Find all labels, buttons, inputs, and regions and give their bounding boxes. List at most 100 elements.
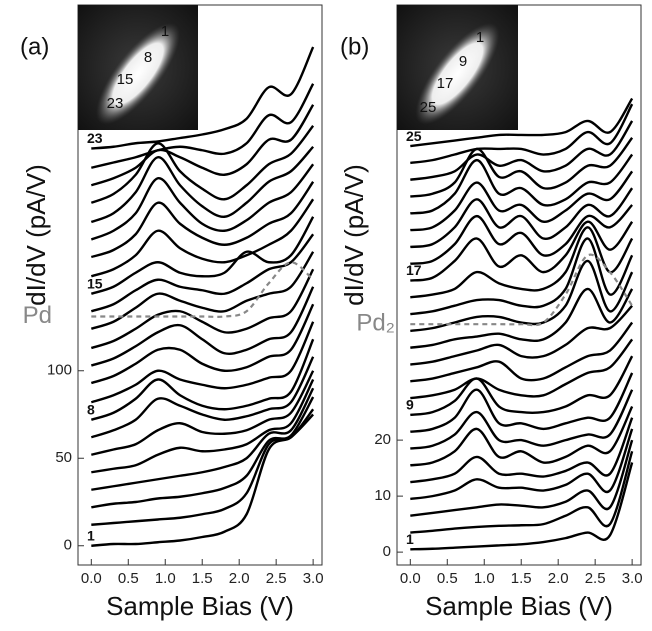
- spectrum-curve: [410, 428, 634, 501]
- x-tick-label: 1.5: [511, 570, 532, 587]
- x-tick-label: 0.5: [118, 570, 139, 587]
- spectrum-curve: [410, 187, 634, 249]
- curve-label: 8: [87, 401, 95, 417]
- spectrum-curve: [90, 104, 315, 187]
- inset-rod: [415, 23, 500, 125]
- x-tick-label: 1.5: [192, 570, 213, 587]
- x-tick-label: 2.5: [585, 570, 606, 587]
- spectrum-curve: [410, 170, 634, 232]
- reference-curve: [91, 261, 314, 318]
- spectrum-curve: [90, 145, 315, 224]
- spectrum-curve: [410, 338, 634, 400]
- inset-label: 23: [107, 95, 124, 112]
- reference-label: Pd₂: [356, 310, 395, 337]
- y-tick-label: 0: [383, 543, 391, 560]
- panel-label: (b): [340, 33, 369, 60]
- plot-frame: [77, 4, 323, 566]
- x-axis-title: Sample Bias (V): [106, 591, 294, 621]
- x-axis-title: Sample Bias (V): [425, 591, 613, 621]
- spectrum-curve: [90, 303, 315, 385]
- y-tick-label: 20: [374, 431, 391, 448]
- spectrum-curve: [410, 103, 634, 165]
- spectrum-curve: [90, 163, 315, 241]
- x-tick-label: 2.0: [548, 570, 569, 587]
- spectrum-curve: [410, 153, 634, 215]
- spectrum-curve: [91, 413, 314, 547]
- spectrum-curve: [410, 417, 634, 484]
- panel-label: (a): [20, 33, 49, 60]
- spectrum-curve: [410, 120, 634, 181]
- spectrum-curve: [410, 220, 634, 282]
- spectrum-curve: [91, 378, 315, 474]
- spectrum-curve: [410, 355, 634, 417]
- spectrum-curve: [91, 396, 315, 509]
- x-tick-label: 2.5: [266, 570, 287, 587]
- y-axis-title: dI/dV (pA/V): [339, 164, 369, 306]
- spectrum-curve: [90, 268, 315, 350]
- spectrum-curve: [410, 237, 634, 316]
- curve-label: 9: [406, 397, 414, 413]
- x-tick-label: 0.0: [400, 570, 421, 587]
- spectrum-curve: [90, 233, 315, 313]
- spectrum-curve: [90, 181, 315, 259]
- inset-label: 1: [476, 29, 484, 46]
- reference-curve: [410, 253, 634, 327]
- spectrum-curve: [410, 462, 634, 551]
- spectrum-curve: [91, 387, 315, 491]
- y-axis-title: dI/dV (pA/V): [21, 164, 51, 306]
- inset-label: 9: [459, 53, 467, 70]
- spectrum-curve: [91, 408, 315, 526]
- spectrum-curve: [90, 216, 315, 295]
- curve-label: 25: [406, 128, 422, 144]
- spectrum-curve: [90, 198, 315, 278]
- spectrum-curve: [410, 321, 634, 383]
- spectrum-curve: [410, 405, 634, 467]
- spectrum-curve: [91, 83, 315, 169]
- spectrum-curve: [91, 370, 315, 456]
- curve-label: 1: [406, 531, 414, 547]
- y-tick-label: 50: [55, 449, 72, 466]
- inset-label: 25: [420, 99, 437, 116]
- spectrum-curve: [410, 204, 634, 265]
- x-tick-label: 3.0: [622, 570, 643, 587]
- plot-frame: [396, 4, 642, 566]
- y-tick-label: 10: [374, 487, 391, 504]
- spectrum-curve: [410, 226, 634, 299]
- curve-label: 23: [87, 130, 103, 146]
- inset-label: 1: [161, 23, 169, 40]
- x-tick-label: 2.0: [229, 570, 250, 587]
- spectrum-curve: [410, 389, 634, 450]
- stm-inset: 18 15 23: [78, 5, 198, 130]
- spectrum-curve: [410, 304, 634, 366]
- spectrum-curve: [90, 338, 315, 421]
- reference-label: Pd: [23, 302, 52, 329]
- spectrum-curve: [90, 321, 315, 404]
- curve-label: 15: [87, 275, 103, 291]
- spectrum-curve: [410, 439, 634, 517]
- spectrum-curve: [410, 136, 634, 198]
- y-tick-label: 100: [47, 362, 72, 379]
- y-tick-label: 0: [64, 537, 72, 554]
- spectrum-curve: [410, 97, 634, 148]
- spectrum-curve: [90, 286, 315, 367]
- x-tick-label: 3.0: [303, 570, 324, 587]
- inset-label: 15: [117, 71, 134, 88]
- x-tick-label: 1.0: [155, 570, 176, 587]
- spectrum-curve: [410, 450, 634, 534]
- x-tick-label: 1.0: [474, 570, 495, 587]
- x-tick-label: 0.0: [81, 570, 102, 587]
- x-tick-label: 0.5: [437, 570, 458, 587]
- curve-label: 1: [87, 527, 95, 543]
- spectrum-curve: [90, 251, 315, 330]
- spectrum-curve: [410, 372, 634, 433]
- curve-label: 17: [406, 262, 422, 278]
- inset-label: 8: [144, 49, 152, 66]
- spectrum-curve: [410, 287, 634, 349]
- inset-label: 17: [437, 75, 454, 92]
- inset-rod: [96, 23, 180, 125]
- spectrum-curve: [90, 125, 315, 204]
- spectrum-curve: [90, 356, 315, 439]
